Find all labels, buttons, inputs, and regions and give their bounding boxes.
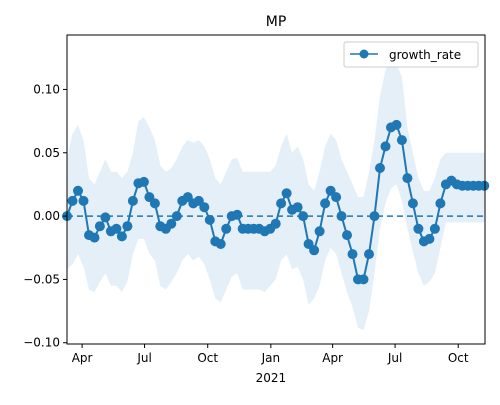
series-layer bbox=[62, 119, 490, 285]
x-year-label: 2021 bbox=[256, 371, 287, 385]
data-point-growth-rate bbox=[100, 212, 111, 223]
x-tick-label: Oct bbox=[197, 351, 218, 365]
data-point-growth-rate bbox=[424, 233, 435, 244]
data-point-growth-rate bbox=[331, 192, 342, 203]
data-point-growth-rate bbox=[320, 198, 331, 209]
confidence-band-layer bbox=[67, 57, 485, 331]
data-point-growth-rate bbox=[396, 135, 407, 146]
data-point-growth-rate bbox=[435, 198, 446, 209]
data-point-growth-rate bbox=[407, 198, 418, 209]
x-tick-label: Jul bbox=[136, 351, 151, 365]
data-point-growth-rate bbox=[232, 209, 243, 220]
y-axis: 0.10 0.05 0.00 −0.05 −0.10 bbox=[23, 82, 67, 350]
data-point-growth-rate bbox=[375, 163, 385, 173]
data-point-growth-rate bbox=[111, 223, 122, 234]
data-point-growth-rate bbox=[402, 173, 413, 184]
legend-marker-swatch bbox=[359, 49, 369, 59]
data-point-growth-rate bbox=[215, 239, 226, 249]
x-tick-label: Oct bbox=[448, 351, 469, 365]
data-point-growth-rate bbox=[199, 202, 210, 213]
data-point-growth-rate bbox=[166, 218, 177, 229]
y-tick-label: 0.05 bbox=[33, 146, 60, 160]
y-tick-label: 0.10 bbox=[33, 82, 60, 96]
legend: growth_rate bbox=[343, 41, 479, 68]
data-point-growth-rate bbox=[314, 226, 325, 237]
x-tick-label: Jul bbox=[387, 351, 402, 365]
data-point-growth-rate bbox=[127, 195, 138, 206]
data-point-growth-rate bbox=[364, 249, 374, 260]
data-point-growth-rate bbox=[413, 223, 424, 234]
data-point-growth-rate bbox=[342, 230, 352, 241]
data-point-growth-rate bbox=[94, 221, 105, 232]
data-point-growth-rate bbox=[221, 223, 232, 234]
chart-title: MP bbox=[266, 14, 287, 30]
legend-box bbox=[343, 41, 479, 68]
data-point-growth-rate bbox=[204, 214, 215, 225]
data-point-growth-rate bbox=[276, 198, 287, 209]
data-point-growth-rate bbox=[281, 188, 292, 199]
x-tick-label: Apr bbox=[322, 351, 343, 365]
y-tick-label: −0.05 bbox=[23, 272, 60, 286]
data-point-growth-rate bbox=[292, 202, 303, 213]
legend-entry-growth-rate: growth_rate bbox=[389, 48, 461, 62]
data-point-growth-rate bbox=[138, 176, 149, 187]
data-point-growth-rate bbox=[369, 211, 380, 222]
data-point-growth-rate bbox=[171, 211, 182, 222]
data-point-growth-rate bbox=[73, 185, 83, 196]
data-point-growth-rate bbox=[116, 231, 127, 242]
y-tick-label: 0.00 bbox=[33, 209, 60, 223]
data-point-growth-rate bbox=[347, 249, 358, 260]
data-point-growth-rate bbox=[298, 211, 309, 222]
data-point-growth-rate bbox=[78, 195, 89, 206]
data-point-growth-rate bbox=[479, 180, 490, 191]
confidence-band bbox=[67, 57, 485, 331]
x-axis: Apr Jul Oct Jan Apr Jul Oct 2021 bbox=[72, 344, 469, 385]
data-point-growth-rate bbox=[358, 274, 369, 285]
data-point-growth-rate bbox=[336, 211, 347, 222]
data-point-growth-rate bbox=[309, 245, 320, 256]
data-point-growth-rate bbox=[149, 198, 160, 209]
data-point-growth-rate bbox=[122, 221, 133, 232]
data-point-growth-rate bbox=[67, 195, 78, 206]
data-point-growth-rate bbox=[429, 223, 440, 234]
y-tick-label: −0.10 bbox=[23, 336, 60, 350]
x-tick-label: Apr bbox=[72, 351, 93, 365]
data-point-growth-rate bbox=[270, 218, 281, 229]
data-point-growth-rate bbox=[391, 119, 402, 130]
data-point-growth-rate bbox=[89, 232, 100, 243]
x-tick-label: Jan bbox=[261, 351, 281, 365]
plot-area-frame bbox=[66, 34, 486, 345]
data-point-growth-rate bbox=[380, 141, 391, 152]
